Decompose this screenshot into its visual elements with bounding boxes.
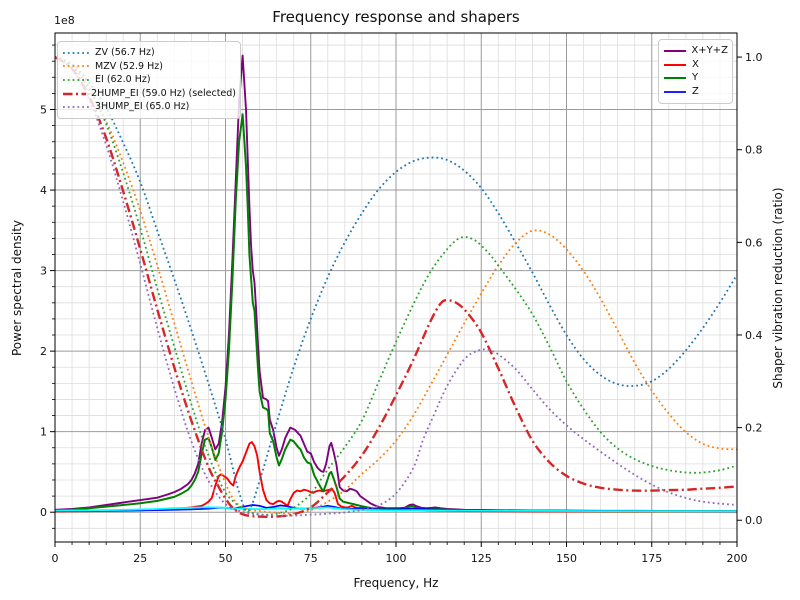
series-line-2hump_ei — [55, 56, 737, 518]
legend-line-sample — [664, 49, 686, 52]
legend-item-2hump_ei: 2HUMP_EI (59.0 Hz) (selected) — [62, 89, 236, 99]
y-left-tick-label: 0 — [40, 506, 47, 519]
legend-item-ei: EI (62.0 Hz) — [62, 75, 236, 85]
legend-item-psd_y: Y — [663, 73, 728, 83]
series-line-psd_sum — [55, 54, 737, 512]
series-line-ei — [55, 56, 737, 516]
legend-item-psd_x: X — [663, 58, 728, 70]
legend-label: 2HUMP_EI (59.0 Hz) (selected) — [91, 87, 236, 99]
legend-line-sample — [63, 51, 89, 54]
chart-title: Frequency response and shapers — [272, 8, 520, 26]
legend-item-psd_z: Z — [663, 87, 728, 97]
y-left-tick-label: 2 — [40, 345, 47, 358]
y-left-axis-label: Power spectral density — [10, 219, 24, 357]
x-tick-label: 75 — [304, 552, 318, 565]
legend-label: 3HUMP_EI (65.0 Hz) — [95, 101, 190, 113]
legend-label: MZV (52.9 Hz) — [95, 60, 163, 72]
legend-item-zv: ZV (56.7 Hz) — [62, 48, 236, 58]
legend-line-sample — [63, 79, 89, 81]
y-left-tick-label: 3 — [40, 265, 47, 278]
legend-item-mzv: MZV (52.9 Hz) — [62, 61, 236, 71]
ticks — [50, 44, 742, 547]
legend-item-psd_sum: X+Y+Z — [663, 44, 728, 56]
legend-line-sample — [664, 63, 686, 66]
x-tick-label: 50 — [219, 552, 233, 565]
x-tick-label: 125 — [471, 552, 492, 565]
tick-labels: 0 25 50 75 100 125 150 175 200 0 1 2 3 4 5 0.0 0.2 0.4 0.6… — [40, 51, 763, 565]
y-right-tick-label: 0.4 — [745, 329, 763, 342]
legend-line-sample — [63, 65, 89, 68]
y-right-tick-label: 0.2 — [745, 422, 763, 435]
series-line-zv — [55, 56, 737, 513]
legend-label: Z — [692, 86, 699, 98]
legend-item-3hump_ei: 3HUMP_EI (65.0 Hz) — [62, 102, 236, 112]
y-right-tick-label: 1.0 — [745, 51, 763, 64]
legend-line-sample — [63, 92, 87, 95]
y-right-tick-label: 0.0 — [745, 514, 763, 527]
x-tick-label: 100 — [386, 552, 407, 565]
legend-label: Y — [692, 72, 699, 84]
y-left-tick-label: 5 — [40, 104, 47, 117]
series-line-3hump_ei — [55, 56, 737, 517]
legend-line-sample — [664, 91, 686, 93]
x-tick-label: 0 — [52, 552, 59, 565]
legend-shapers: ZV (56.7 Hz) MZV (52.9 Hz) EI (62.0 Hz) 2HU… — [57, 41, 241, 119]
legend-label: ZV (56.7 Hz) — [95, 47, 155, 59]
x-axis-label: Frequency, Hz — [353, 576, 439, 590]
y-right-axis-label: Shaper vibration reduction (ratio) — [771, 187, 785, 389]
legend-label: EI (62.0 Hz) — [95, 74, 151, 86]
legend-label: X — [692, 58, 699, 70]
x-tick-label: 200 — [727, 552, 748, 565]
series-line-mzv — [55, 56, 737, 515]
x-tick-label: 175 — [641, 552, 662, 565]
legend-label: X+Y+Z — [691, 44, 728, 56]
y-left-tick-label: 1 — [40, 426, 47, 439]
y-right-tick-label: 0.6 — [745, 236, 763, 249]
x-tick-label: 25 — [133, 552, 147, 565]
legend-line-sample — [664, 77, 686, 80]
x-tick-label: 150 — [556, 552, 577, 565]
legend-line-sample — [63, 106, 89, 109]
y-left-offset-text: 1e8 — [54, 14, 75, 27]
y-right-tick-label: 0.8 — [745, 144, 763, 157]
series-group — [55, 54, 737, 518]
legend-signals: X+Y+Z X Y Z — [658, 39, 733, 104]
y-left-tick-label: 4 — [40, 184, 47, 197]
